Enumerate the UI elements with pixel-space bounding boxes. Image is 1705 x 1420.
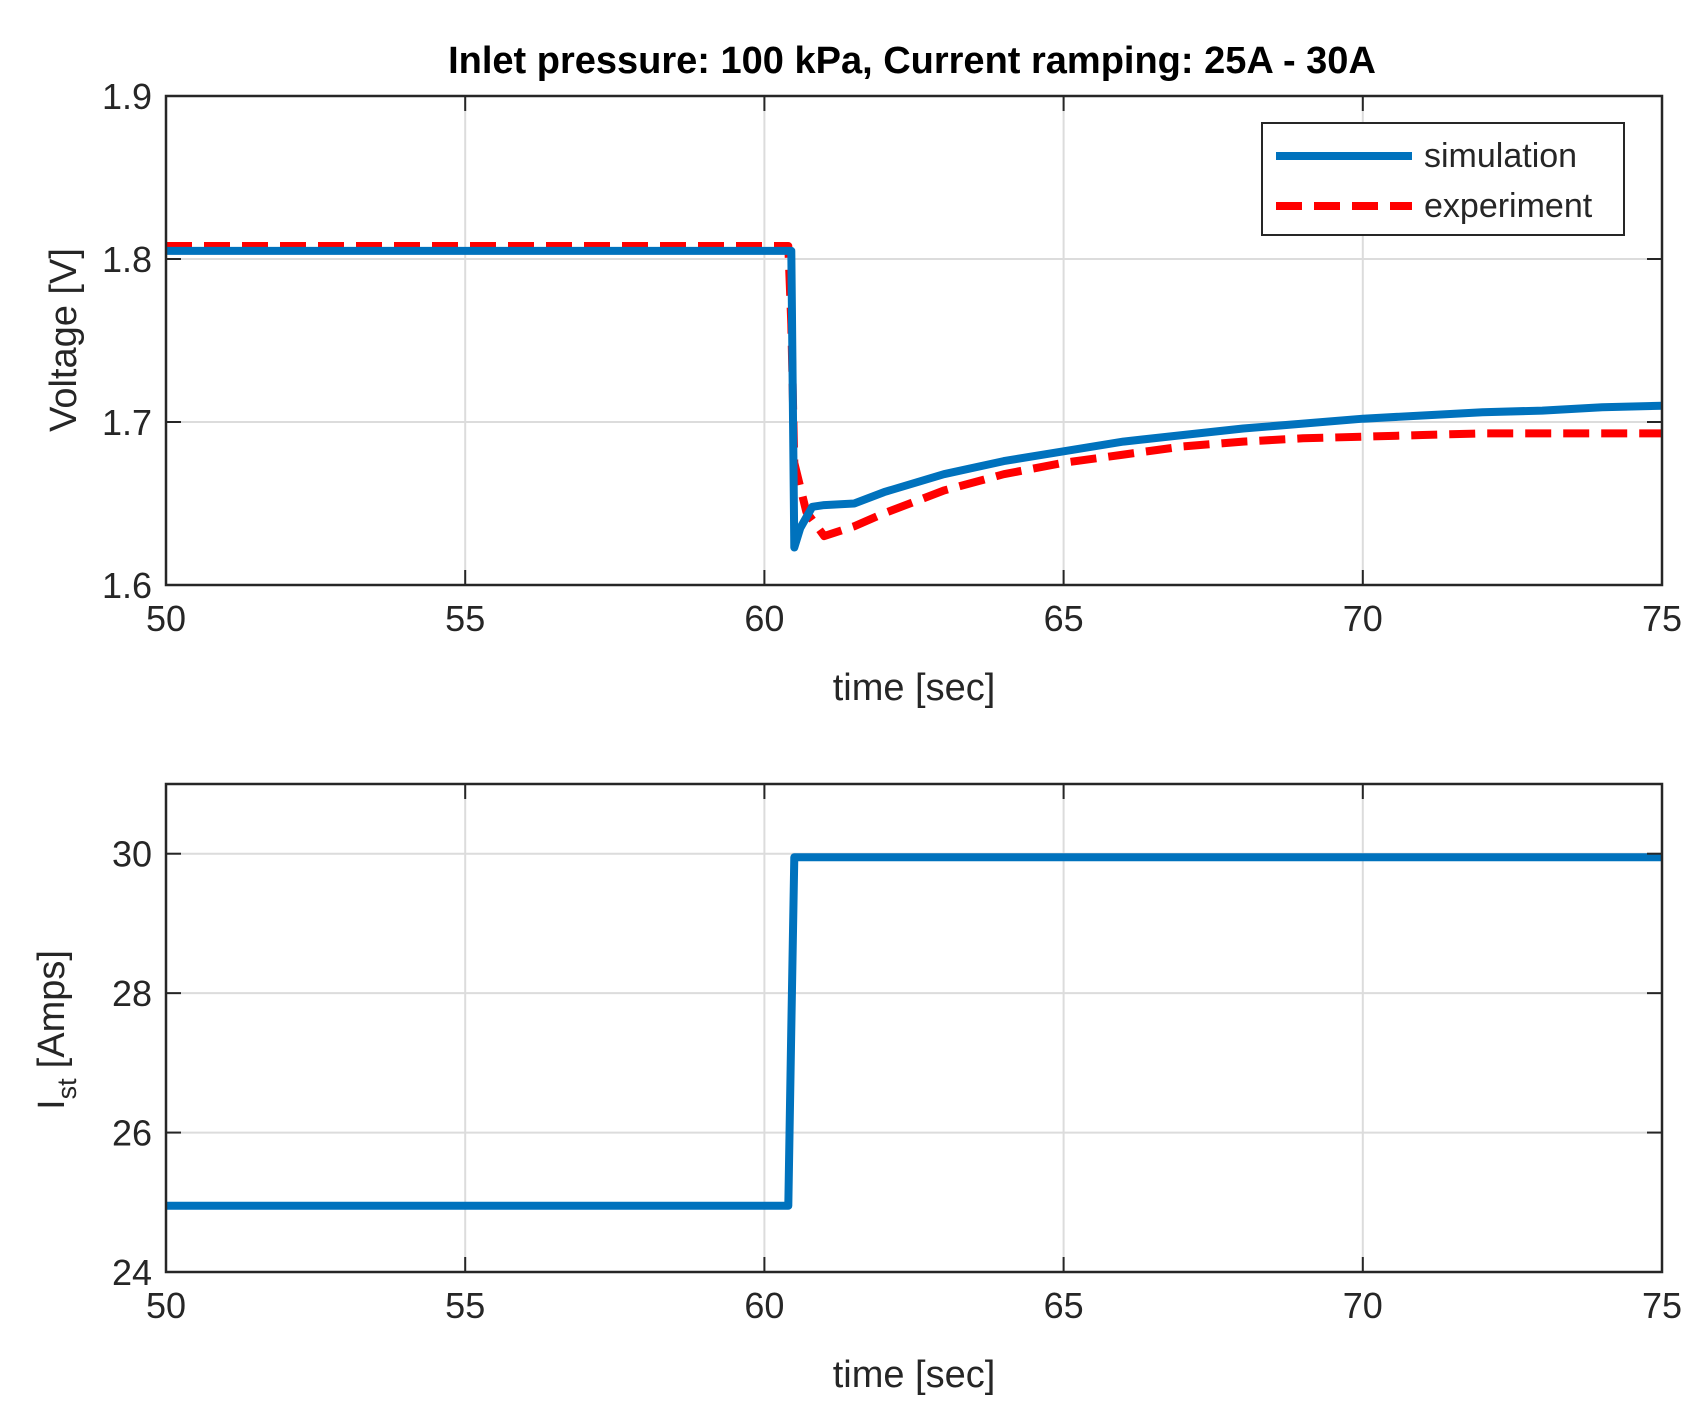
y-tick-label: 1.8 [102, 239, 152, 280]
plot-frame [164, 94, 1664, 587]
x-tick-label: 70 [1343, 1285, 1383, 1326]
y-axis-label: Ist [Amps] [31, 950, 82, 1110]
x-axis-label: time [sec] [833, 1354, 996, 1396]
y-tick-label: 1.7 [102, 402, 152, 443]
legend-label-simulation: simulation [1424, 137, 1577, 175]
x-tick-label: 60 [744, 1285, 784, 1326]
y-tick-label: 1.9 [102, 76, 152, 117]
x-tick-label: 60 [744, 598, 784, 639]
x-tick-label: 75 [1642, 598, 1682, 639]
y-tick-label: 30 [112, 834, 152, 875]
x-tick-label: 65 [1044, 1285, 1084, 1326]
plot-frame [164, 782, 1664, 1274]
y-tick-label: 24 [112, 1252, 152, 1293]
x-tick-label: 50 [146, 1285, 186, 1326]
ticks: 50 55 60 65 70 75 1.6 1.7 1.8 1.9 [102, 76, 1682, 639]
y-axis-label-main: I [31, 1099, 73, 1110]
series-group [166, 242, 1663, 552]
y-tick-label: 26 [112, 1113, 152, 1154]
y-axis-label-unit: [Amps] [31, 950, 73, 1068]
series-line-simulation [166, 246, 1663, 552]
current-chart: 50 55 60 65 70 75 24 26 28 30 time [sec] Ist [Amps… [31, 782, 1682, 1396]
x-tick-label: 55 [445, 598, 485, 639]
y-axis-label-subscript: st [52, 1078, 82, 1100]
legend-label-experiment: experiment [1424, 187, 1593, 225]
legend: simulation experiment [1261, 122, 1625, 236]
series-group [166, 853, 1662, 1210]
ticks: 50 55 60 65 70 75 24 26 28 30 [112, 784, 1682, 1326]
x-tick-label: 65 [1044, 598, 1084, 639]
series-line-experiment [166, 242, 1662, 541]
chart-title: Inlet pressure: 100 kPa, Current ramping… [448, 40, 1376, 82]
x-tick-label: 75 [1642, 1285, 1682, 1326]
y-tick-label: 28 [112, 973, 152, 1014]
y-axis-label: Voltage [V] [43, 248, 85, 432]
x-tick-label: 55 [445, 1285, 485, 1326]
series-line-current [166, 853, 1662, 1210]
x-axis-label: time [sec] [833, 667, 996, 709]
x-tick-label: 50 [146, 598, 186, 639]
legend-box [1261, 122, 1625, 236]
voltage-chart: Inlet pressure: 100 kPa, Current ramping… [43, 40, 1682, 709]
x-tick-label: 70 [1343, 598, 1383, 639]
y-tick-label: 1.6 [102, 565, 152, 606]
